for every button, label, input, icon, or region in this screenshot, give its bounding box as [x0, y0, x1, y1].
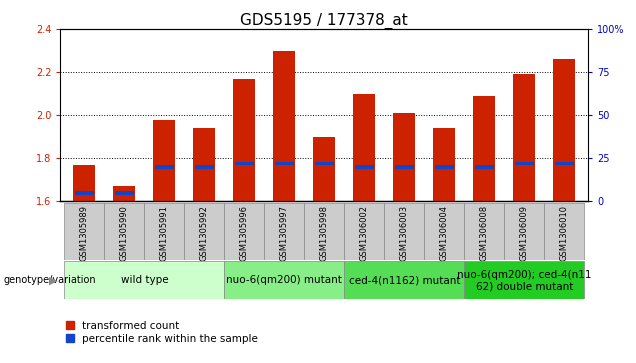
Legend: transformed count, percentile rank within the sample: transformed count, percentile rank withi… [66, 321, 258, 344]
Text: GSM1305989: GSM1305989 [80, 205, 89, 261]
Bar [153, 119, 176, 201]
Text: GSM1305997: GSM1305997 [280, 205, 289, 261]
Text: GSM1305992: GSM1305992 [200, 205, 209, 261]
Bar [553, 59, 576, 201]
Bar [75, 191, 93, 195]
Bar [64, 261, 225, 299]
Bar [314, 137, 335, 201]
Text: GSM1306009: GSM1306009 [520, 205, 529, 261]
Bar [273, 50, 295, 201]
Text: nuo-6(qm200) mutant: nuo-6(qm200) mutant [226, 276, 342, 285]
Bar [473, 96, 495, 201]
Bar [195, 165, 214, 169]
Bar [235, 162, 254, 166]
Bar [435, 165, 453, 169]
Bar [184, 203, 225, 260]
Bar [305, 203, 344, 260]
Text: ▶: ▶ [48, 276, 57, 285]
Bar [355, 165, 374, 169]
Bar [315, 162, 334, 166]
Text: GSM1305998: GSM1305998 [320, 205, 329, 261]
Bar [104, 203, 144, 260]
Bar [433, 128, 455, 201]
Bar [393, 113, 415, 201]
Bar [64, 203, 104, 260]
Bar [73, 165, 95, 201]
Bar [193, 128, 216, 201]
Text: GSM1306010: GSM1306010 [560, 205, 569, 261]
Bar [115, 191, 134, 195]
Text: genotype/variation: genotype/variation [3, 276, 96, 285]
Bar [275, 162, 294, 166]
Bar [424, 203, 464, 260]
Text: GSM1306002: GSM1306002 [360, 205, 369, 261]
Bar [344, 261, 464, 299]
Bar [233, 79, 256, 201]
Bar [464, 261, 584, 299]
Bar [155, 165, 174, 169]
Text: GSM1305996: GSM1305996 [240, 205, 249, 261]
Text: ced-4(n1162) mutant: ced-4(n1162) mutant [349, 276, 460, 285]
Bar [344, 203, 384, 260]
Text: GSM1305991: GSM1305991 [160, 205, 169, 261]
Bar [144, 203, 184, 260]
Text: wild type: wild type [121, 276, 168, 285]
Bar [113, 186, 135, 201]
Bar [265, 203, 305, 260]
Bar [515, 162, 534, 166]
Text: nuo-6(qm200); ced-4(n11
62) double mutant: nuo-6(qm200); ced-4(n11 62) double mutan… [457, 270, 591, 291]
Text: GSM1306004: GSM1306004 [440, 205, 449, 261]
Bar [544, 203, 584, 260]
Title: GDS5195 / 177378_at: GDS5195 / 177378_at [240, 13, 408, 29]
Text: GSM1306008: GSM1306008 [480, 205, 489, 261]
Text: GSM1305990: GSM1305990 [120, 205, 129, 261]
Bar [555, 162, 574, 166]
Bar [464, 203, 504, 260]
Bar [384, 203, 424, 260]
Bar [354, 94, 375, 201]
Bar [504, 203, 544, 260]
Bar [513, 74, 536, 201]
Bar [225, 203, 265, 260]
Text: GSM1306003: GSM1306003 [400, 205, 409, 261]
Bar [395, 165, 413, 169]
Bar [225, 261, 344, 299]
Bar [475, 165, 494, 169]
